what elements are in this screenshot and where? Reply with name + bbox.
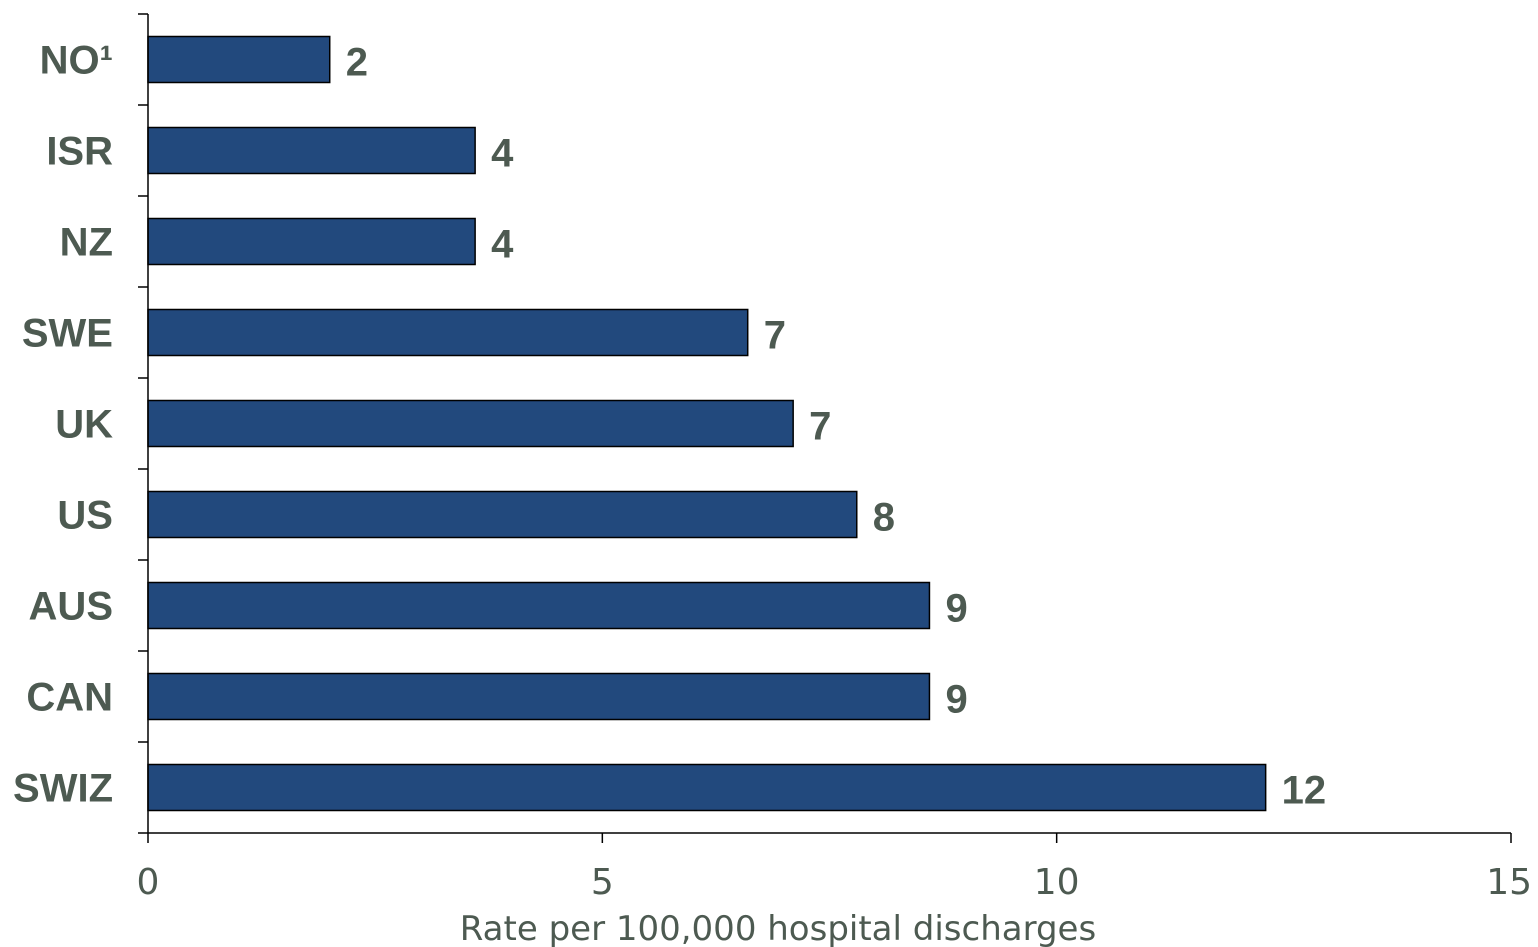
value-label: 4 bbox=[491, 132, 514, 176]
x-tick-label: 5 bbox=[591, 862, 614, 903]
category-label: CAN bbox=[26, 676, 113, 720]
bar bbox=[147, 763, 1267, 812]
category-label: SWE bbox=[22, 312, 113, 356]
value-label: 12 bbox=[1282, 769, 1327, 813]
bar bbox=[147, 490, 858, 539]
bar bbox=[147, 126, 476, 175]
category-label: UK bbox=[55, 403, 113, 447]
value-label: 2 bbox=[346, 41, 368, 85]
y-ticks-group bbox=[138, 13, 148, 834]
value-label: 7 bbox=[764, 314, 786, 358]
value-label: 9 bbox=[945, 587, 967, 631]
category-label: AUS bbox=[29, 585, 113, 629]
value-label: 7 bbox=[809, 405, 831, 449]
category-label: SWIZ bbox=[13, 767, 113, 811]
bar bbox=[147, 308, 749, 357]
bars-group bbox=[147, 35, 1267, 812]
value-labels-group: 2 4 4 7 7 8 9 9 12 bbox=[346, 41, 1326, 813]
bar bbox=[147, 581, 931, 630]
value-label: 9 bbox=[945, 678, 967, 722]
category-label: NO¹ bbox=[40, 39, 113, 83]
category-label: NZ bbox=[60, 221, 113, 265]
bar bbox=[147, 399, 794, 448]
category-label: ISR bbox=[46, 130, 113, 174]
x-axis-title: Rate per 100,000 hospital discharges bbox=[460, 909, 1096, 947]
bar bbox=[147, 217, 476, 266]
category-labels-group: NO¹ ISR NZ SWE UK US AUS CAN SWIZ bbox=[13, 39, 113, 811]
x-tick-label: 15 bbox=[1486, 862, 1532, 903]
bar bbox=[147, 35, 331, 84]
x-ticks-group: 0 5 10 15 bbox=[137, 833, 1532, 903]
x-tick-label: 10 bbox=[1034, 862, 1080, 903]
bar bbox=[147, 672, 931, 721]
x-tick-label: 0 bbox=[137, 862, 160, 903]
category-label: US bbox=[57, 494, 113, 538]
value-label: 4 bbox=[491, 223, 514, 267]
value-label: 8 bbox=[873, 496, 895, 540]
